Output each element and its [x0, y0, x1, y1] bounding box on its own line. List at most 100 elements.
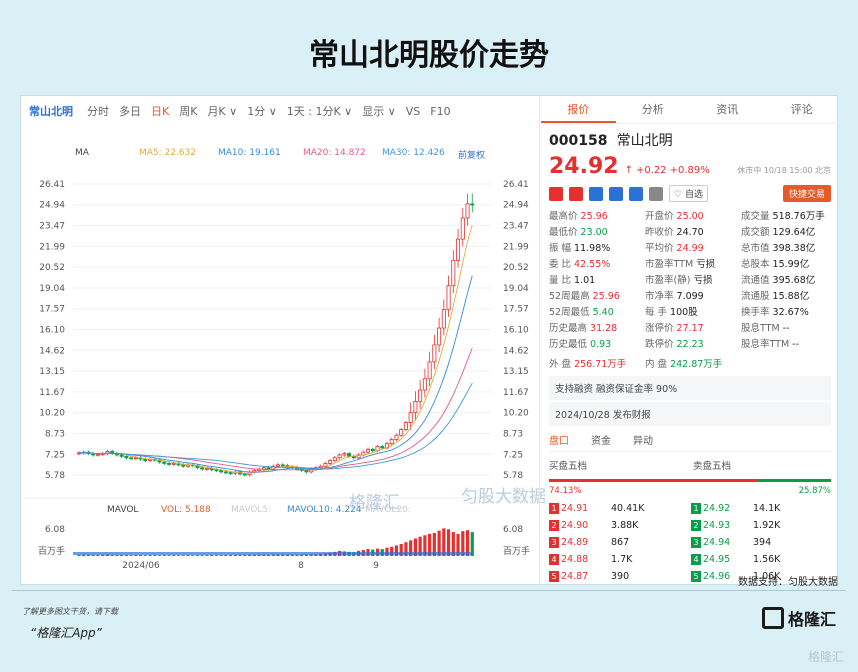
volume-bar [167, 555, 171, 556]
tab-1min[interactable]: 1分 ∨ [247, 105, 277, 118]
y-tick-right: 10.20 [503, 409, 529, 419]
volume-bar [120, 554, 124, 556]
stat-cell: 市盈率(静) 亏损 [645, 275, 713, 286]
volume-bar [470, 532, 474, 556]
volume-bar [437, 530, 441, 556]
candle-body [441, 309, 446, 329]
y-tick-right: 16.10 [503, 325, 529, 335]
data-source: 数据支持：匀股大数据 [738, 577, 838, 588]
candle-body [451, 259, 456, 287]
volume-bar [143, 555, 147, 556]
candle-body [380, 446, 385, 449]
candle-body [143, 458, 148, 462]
tab-movement[interactable]: 异动 [633, 436, 653, 447]
tab-analysis[interactable]: 分析 [641, 103, 664, 116]
earnings-note[interactable]: 2024/10/28 发布财报 [549, 402, 831, 426]
volume-bar [266, 554, 271, 556]
display-select[interactable]: 显示 ∨ [362, 105, 396, 118]
candle-body [261, 467, 266, 470]
stat-cell: 平均价 24.99 [645, 243, 704, 254]
y-tick-right: 8.73 [503, 429, 523, 439]
stat-cell: 历史最高 31.28 [549, 323, 618, 334]
candle-body [342, 453, 347, 456]
chart-card: 常山北明 分时 多日 日K 周K 月K ∨ 1分 ∨ 1天 : 1分K ∨ 显示… [20, 95, 839, 586]
y-tick-left: 8.73 [45, 429, 65, 439]
tab-quote[interactable]: 报价 [541, 96, 616, 123]
candle-body [347, 453, 352, 457]
volume-bar [465, 530, 470, 556]
heart-icon: ♡ [674, 190, 683, 200]
tab-orderbook[interactable]: 盘口 [549, 436, 569, 447]
candle-body [171, 463, 176, 465]
ma10-label: MA10: 19.161 [218, 148, 281, 158]
y-tick-right: 23.47 [503, 221, 529, 231]
adjust-select[interactable]: 前复权 [458, 151, 486, 161]
volume-bar [124, 555, 128, 556]
vs-button[interactable]: VS [405, 104, 421, 118]
volume-bar [229, 554, 233, 556]
price-change-pct: +0.89% [669, 165, 710, 176]
vol-legend-item: MAVOL [107, 505, 138, 515]
tab-weekly-k[interactable]: 周K [179, 105, 198, 118]
range-select[interactable]: 1天 : 1分K ∨ [286, 105, 353, 118]
stat-cell: 市盈率TTM 亏损 [645, 259, 716, 270]
quote-panel: 报价 分析 资讯 评论 000158 常山北明 24.92 ↑ +0.22 +0… [541, 96, 839, 586]
corner-watermark: 格隆汇 [807, 650, 844, 664]
volume-ma-band [73, 552, 471, 555]
candle-body [124, 455, 129, 459]
candle-body [446, 285, 451, 311]
stat-cell: 成交量 518.76万手 [741, 211, 825, 222]
quick-trade-button[interactable]: 快捷交易 [782, 185, 831, 202]
volume-bar [153, 555, 157, 556]
candle-body [403, 422, 408, 430]
volume-bar [276, 554, 280, 556]
y-tick-left: 17.57 [39, 305, 65, 315]
ma20-line [78, 347, 473, 471]
volume-bar [110, 554, 114, 556]
volume-bar [181, 555, 185, 556]
candle-body [223, 471, 228, 474]
stat-cell: 流通值 395.68亿 [741, 275, 816, 286]
volume-bar [224, 554, 228, 556]
candle-body [370, 448, 375, 452]
tab-timeshare[interactable]: 分时 [87, 105, 109, 118]
y-tick-left: 24.94 [39, 201, 65, 211]
y-tick-left: 11.67 [39, 388, 65, 398]
volume-bar [314, 554, 318, 556]
tab-daily-k[interactable]: 日K [151, 105, 170, 118]
volume-bar [214, 555, 219, 556]
volume-bar [157, 555, 162, 556]
volume-bar [233, 554, 237, 556]
price-change: +0.22 [635, 165, 667, 176]
volume-bar [390, 546, 394, 556]
candle-body [389, 439, 394, 445]
volume-bar [446, 529, 451, 556]
ma5-line [78, 225, 473, 474]
buy-ratio: 74.13% [549, 486, 582, 496]
tab-monthly-k[interactable]: 月K ∨ [207, 105, 238, 118]
candle-body [181, 464, 186, 467]
ma30-line [78, 382, 473, 470]
stat-cell: 委 比 42.55% [549, 259, 611, 270]
orderbook-row: 2 24.90 3.88K 2 24.93 1.92K [549, 517, 831, 534]
vol-legend-item: MAVOL5: [231, 505, 271, 515]
y-tick-right: 20.52 [503, 263, 529, 273]
stock-name: 常山北明 [616, 133, 673, 149]
tab-comments[interactable]: 评论 [790, 103, 813, 116]
chart-toolbar: 常山北明 分时 多日 日K 周K 月K ∨ 1分 ∨ 1天 : 1分K ∨ 显示… [21, 96, 539, 126]
sell-title: 卖盘五档 [692, 461, 731, 472]
tab-news[interactable]: 资讯 [716, 103, 739, 116]
candle-body [465, 203, 470, 219]
price-chart: 26.41 26.41 24.94 24.94 23.47 23.47 21.99 21.99… [21, 180, 539, 571]
f10-button[interactable]: F10 [430, 104, 451, 118]
candle-body [304, 470, 309, 473]
flag-icon [549, 186, 563, 201]
candle-body [204, 467, 209, 470]
watchlist-button[interactable]: ♡ 自选 [669, 185, 708, 202]
tab-multiday[interactable]: 多日 [119, 105, 141, 118]
orderbook-row: 1 24.91 40.41K 1 24.92 14.1K [549, 500, 831, 517]
candle-body [394, 434, 399, 440]
stat-cell: 股息率TTM -- [741, 339, 800, 350]
volume-bar [101, 554, 105, 556]
tab-capital[interactable]: 资金 [591, 436, 611, 447]
